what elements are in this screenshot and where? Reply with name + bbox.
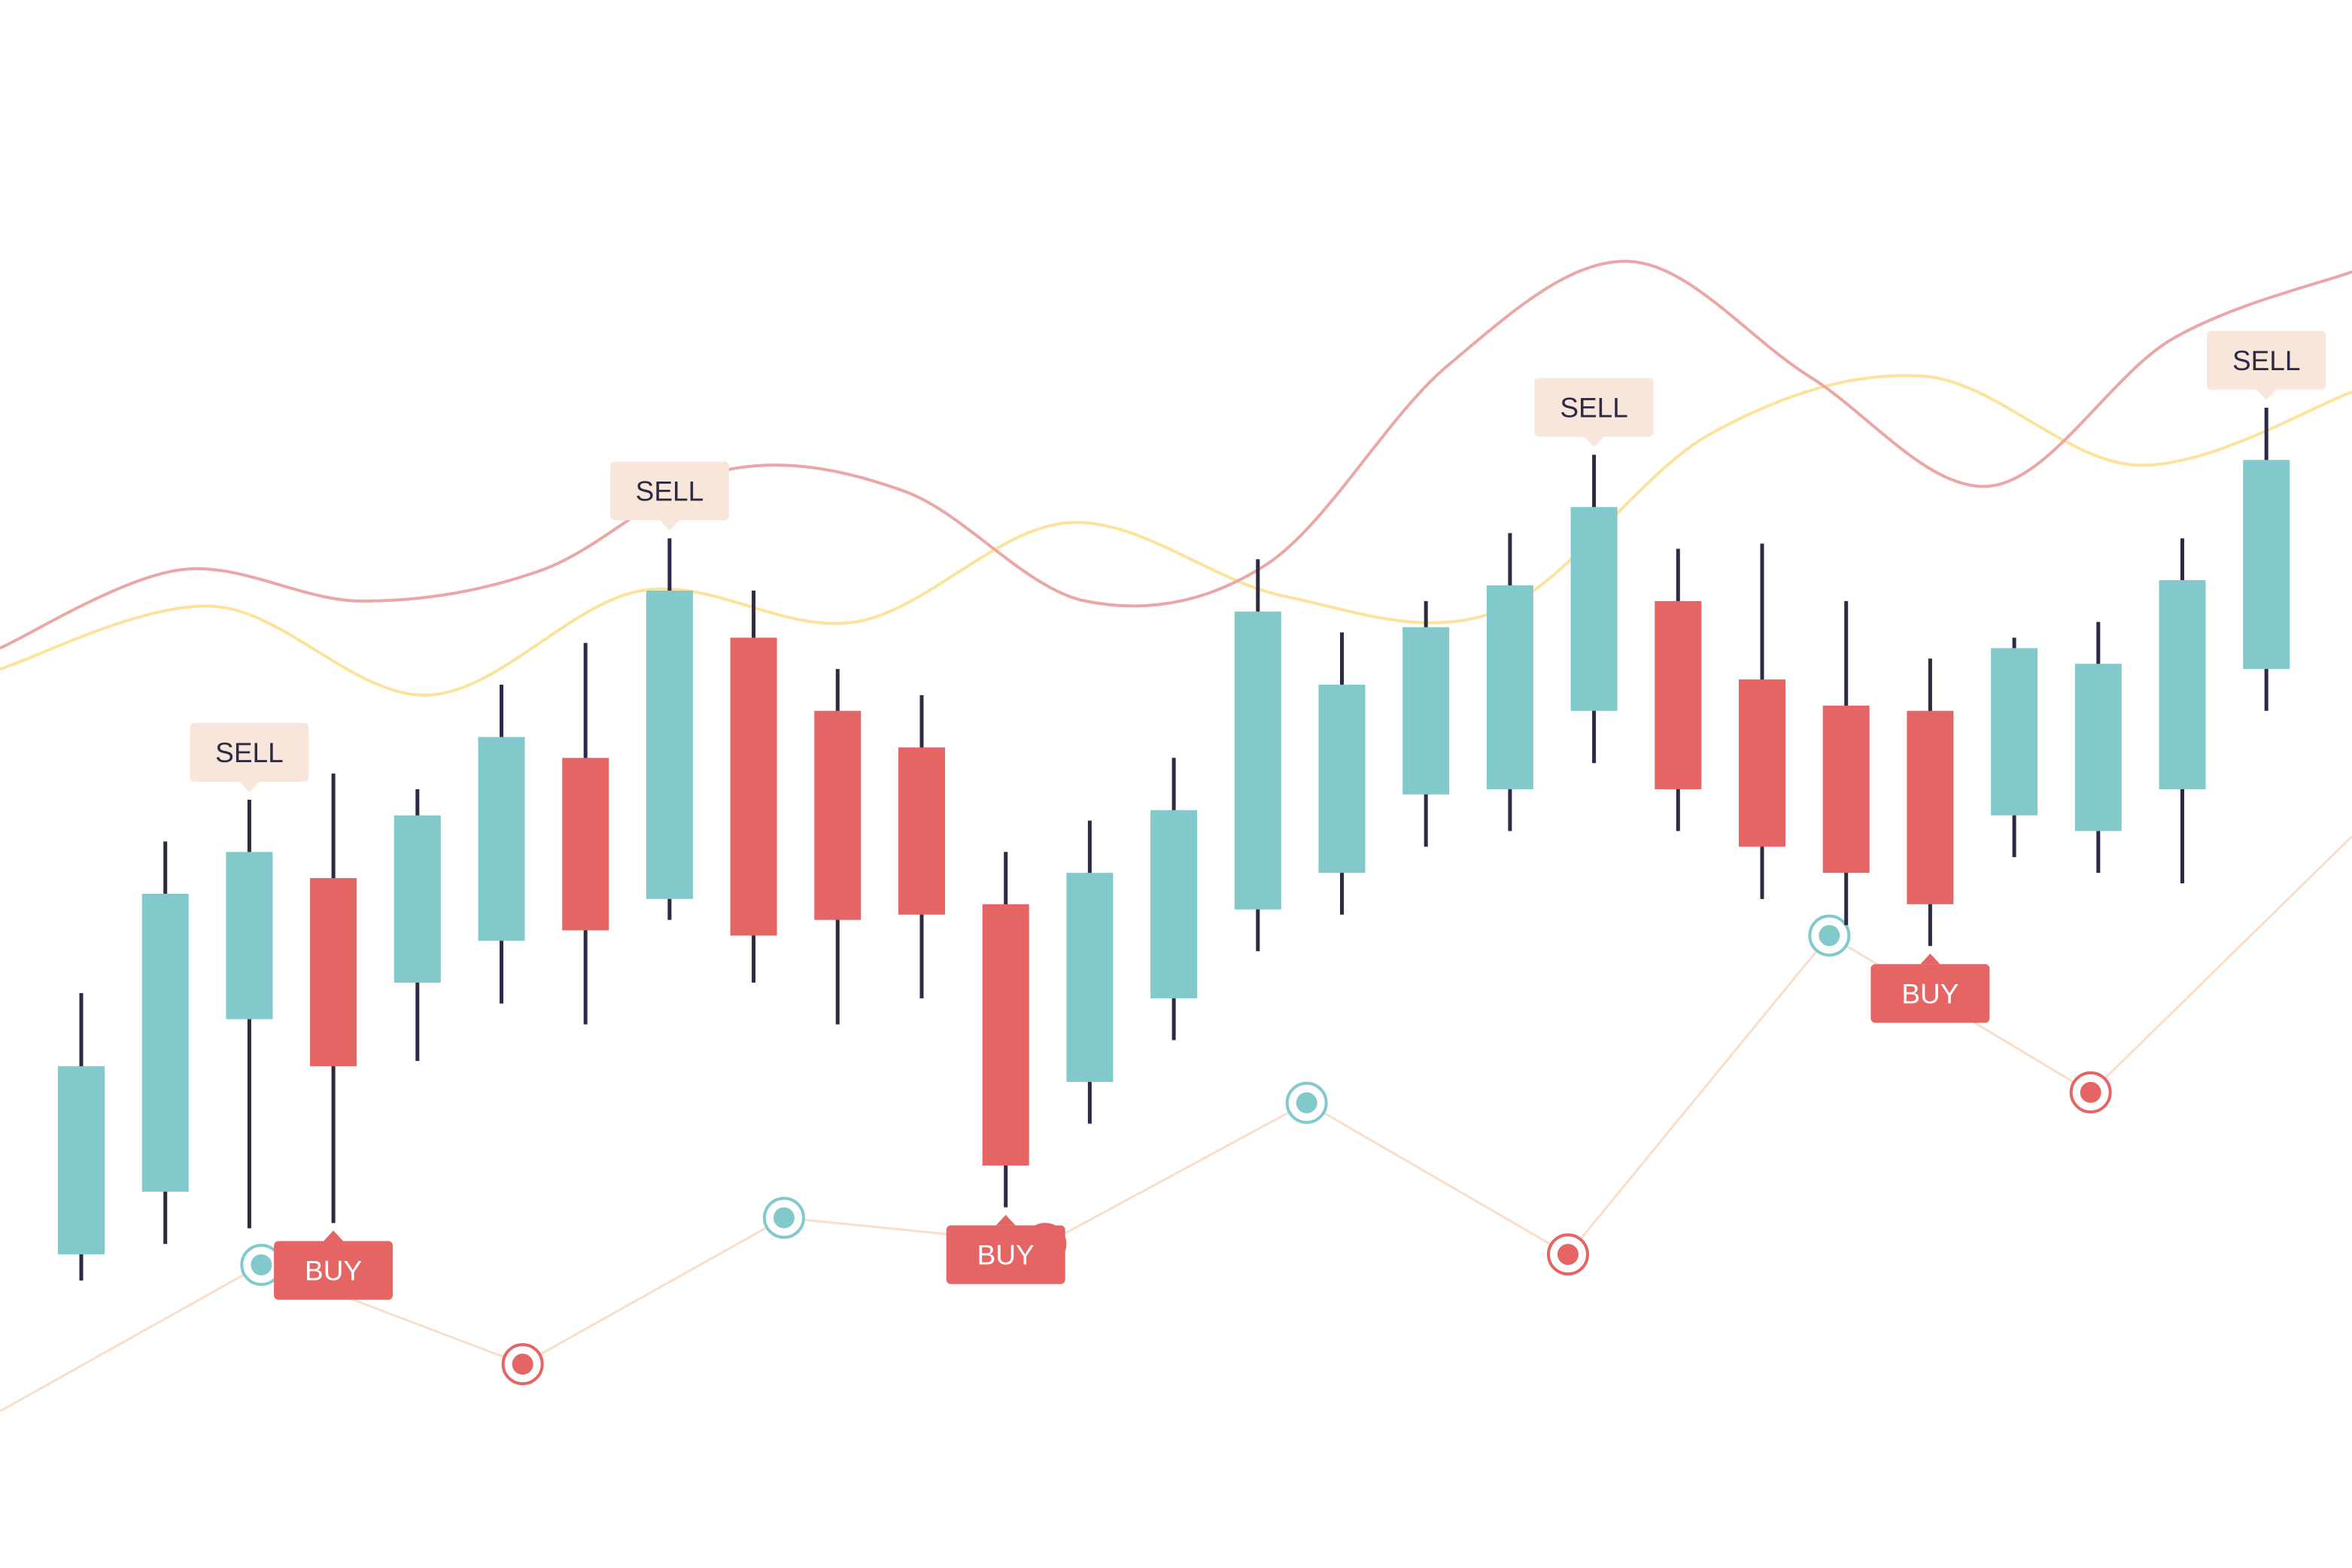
buy-signal: BUY [274, 1230, 394, 1300]
candle-down [898, 747, 945, 915]
sell-label-box [1534, 378, 1654, 437]
buy-label-box [274, 1241, 394, 1300]
sell-label-pointer [239, 781, 260, 792]
candle-up [1570, 506, 1618, 711]
sell-label-box [190, 722, 309, 782]
buy-label-text: BUY [977, 1240, 1035, 1271]
sell-label-text: SELL [1560, 392, 1628, 423]
candle-up [1234, 611, 1281, 910]
candle-up [58, 1066, 105, 1255]
oscillator-marker-dot [2080, 1081, 2101, 1103]
candle-up [2074, 664, 2122, 831]
candle-down [814, 710, 861, 920]
candle-up [141, 893, 189, 1192]
candle-up [478, 737, 525, 941]
sell-label-text: SELL [215, 737, 284, 768]
sell-signal: SELL [2207, 330, 2326, 400]
sell-signal: SELL [190, 722, 309, 792]
candle-up [1150, 810, 1198, 998]
buy-label-box [1870, 964, 1990, 1023]
sell-label-pointer [2256, 389, 2277, 400]
oscillator-layer [0, 835, 2352, 1412]
candle-up [1066, 873, 1114, 1082]
oscillator-marker-dot [1557, 1244, 1579, 1266]
candle-up [1318, 685, 1366, 874]
candle-down [562, 758, 609, 931]
sell-label-text: SELL [2232, 345, 2301, 376]
sell-label-text: SELL [636, 476, 704, 507]
signals-layer: SELL BUY SELL BUY SELL BUY SELL [190, 330, 2326, 1300]
sell-label-pointer [659, 520, 679, 531]
moving-average-layer [0, 260, 2352, 697]
candle-down [1739, 679, 1785, 847]
buy-label-pointer [995, 1214, 1016, 1226]
buy-label-box [946, 1225, 1065, 1284]
candle-down [1907, 710, 1954, 904]
buy-label-pointer [324, 1230, 344, 1241]
buy-signal: BUY [1870, 953, 1990, 1023]
candle-down [1822, 705, 1870, 874]
sell-signal: SELL [1534, 378, 1654, 448]
candle-down [982, 904, 1029, 1166]
sell-label-box [2207, 330, 2326, 390]
oscillator-marker-dot [773, 1207, 795, 1229]
candle-down [1655, 600, 1702, 789]
candle-down [310, 878, 357, 1067]
candle-up [1991, 648, 2038, 816]
ma-fast-line [0, 260, 2352, 650]
candle-down [730, 637, 777, 936]
candle-up [2159, 580, 2206, 789]
sell-label-pointer [1584, 436, 1604, 448]
candle-up [1486, 585, 1533, 789]
buy-signal: BUY [946, 1214, 1065, 1284]
candles-layer [58, 407, 2290, 1281]
oscillator-marker-dot [512, 1354, 533, 1375]
candle-up [226, 852, 273, 1020]
ma-slow-line [0, 374, 2352, 697]
sell-label-box [609, 461, 729, 521]
candle-up [2243, 460, 2290, 670]
candle-up [394, 815, 441, 983]
buy-label-pointer [1920, 953, 1940, 965]
buy-label-text: BUY [305, 1256, 362, 1287]
oscillator-marker-dot [1296, 1092, 1317, 1114]
candle-up [646, 590, 693, 899]
oscillator-marker-dot [251, 1254, 272, 1276]
oscillator-marker-dot [1819, 925, 1840, 947]
sell-signal: SELL [609, 461, 729, 531]
buy-label-text: BUY [1901, 978, 1958, 1009]
candle-up [1402, 627, 1450, 795]
